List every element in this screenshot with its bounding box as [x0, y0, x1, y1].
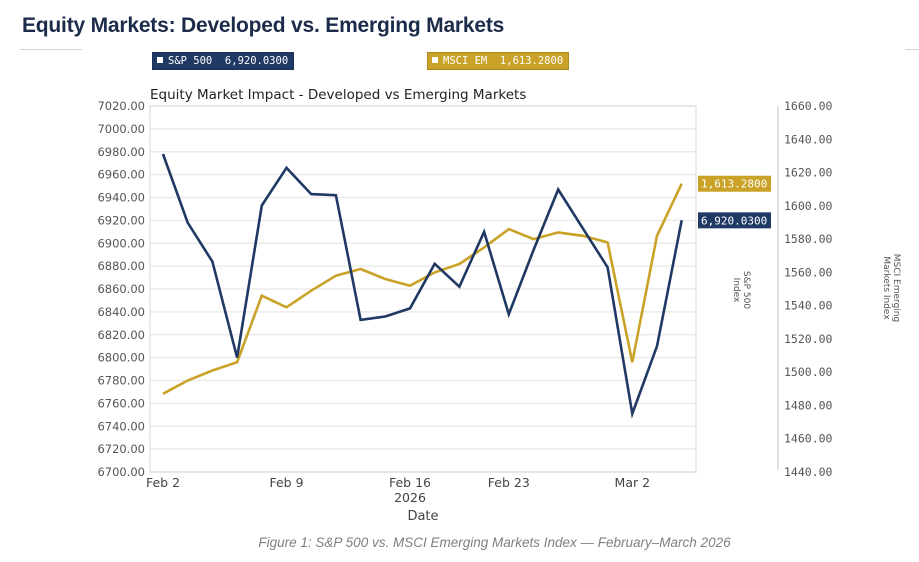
sp500-end-label: 6,920.0300 — [698, 212, 771, 229]
y-left-tick-label: 7020.00 — [97, 99, 145, 113]
x-year-label: 2026 — [394, 490, 426, 505]
y-right-tick-label: 1480.00 — [784, 398, 833, 412]
divider-right — [905, 49, 919, 50]
y-left-tick-label: 7000.00 — [97, 122, 145, 136]
end-labels: 6,920.0300 1,613.2800 — [698, 175, 771, 229]
x-tick-label: Feb 23 — [488, 475, 530, 490]
legend-sp500-value: 6,920.0300 — [224, 55, 289, 67]
x-tick-label: Feb 9 — [269, 475, 303, 490]
legend-msci-em[interactable]: MSCI EM 1,613.2800 — [427, 52, 570, 70]
x-tick-label: Mar 2 — [615, 475, 651, 490]
y-left-label-line: Index — [731, 278, 741, 303]
y-right-tick-label: 1600.00 — [784, 199, 833, 213]
y-right-tick-label: 1520.00 — [784, 332, 833, 346]
y-left-tick-label: 6940.00 — [97, 191, 145, 205]
y-left-tick-label: 6860.00 — [97, 282, 145, 296]
x-tick-label: Feb 16 — [389, 475, 431, 490]
y-right-tick-label: 1540.00 — [784, 299, 833, 313]
y-left-tick-label: 6820.00 — [97, 328, 145, 342]
y-right-tick-label: 1640.00 — [784, 132, 833, 146]
legend-msci-em-name: MSCI EM — [443, 55, 488, 67]
divider-left — [20, 49, 82, 50]
y-right-tick-label: 1660.00 — [784, 99, 833, 113]
series-lines — [161, 153, 683, 419]
y-right-tick-label: 1580.00 — [784, 232, 833, 246]
y-left-label-line: S&P 500 — [741, 271, 751, 309]
y-right-tick-label: 1460.00 — [784, 432, 833, 446]
y-right-label-line: Markets Index — [881, 256, 891, 320]
y-right-tick-label: 1620.00 — [784, 166, 833, 180]
page-title: Equity Markets: Developed vs. Emerging M… — [22, 14, 505, 37]
sp500-line — [161, 153, 683, 419]
sp500-end-label-text: 6,920.0300 — [701, 214, 767, 227]
figure-caption: Figure 1: S&P 500 vs. MSCI Emerging Mark… — [258, 535, 731, 550]
msci-em-line — [162, 183, 683, 395]
y-left-tick-label: 6900.00 — [97, 236, 145, 250]
legend-msci-em-value: 1,613.2800 — [499, 55, 564, 67]
y-left-tick-label: 6700.00 — [97, 465, 145, 479]
plot-area — [149, 105, 697, 473]
y-left-tick-label: 6720.00 — [97, 442, 145, 456]
y-left-tick-label: 6920.00 — [97, 213, 145, 227]
y-right-label-line: MSCI Emerging — [891, 254, 901, 322]
y-axis-right: 1660.00 1640.00 1620.00 1600.00 1580.00 1560.… — [784, 99, 833, 479]
y-right-tick-label: 1440.00 — [784, 465, 833, 479]
sp500-end-label-box — [698, 212, 771, 229]
x-axis-label: Date — [407, 509, 438, 524]
y-axis-left: 7020.00 7000.00 6980.00 6960.00 6940.00 6920.… — [97, 99, 145, 479]
legend-sp500[interactable]: S&P 500 6,920.0300 — [152, 52, 295, 70]
msci-em-end-label-box — [698, 175, 771, 192]
y-left-tick-label: 6760.00 — [97, 396, 145, 410]
y-left-tick-label: 6980.00 — [97, 145, 145, 159]
chart-title: Equity Market Impact - Developed vs Emer… — [150, 87, 526, 103]
legend-msci-em-marker-icon — [432, 57, 438, 63]
legend-sp500-name: S&P 500 — [168, 55, 213, 67]
gridlines — [150, 105, 696, 473]
y-right-tick-label: 1500.00 — [784, 365, 833, 379]
legend-sp500-marker-icon — [157, 57, 163, 63]
y-left-tick-label: 6840.00 — [97, 305, 145, 319]
msci-em-end-label: 1,613.2800 — [698, 175, 771, 192]
y-left-tick-label: 6880.00 — [97, 259, 145, 273]
y-left-tick-label: 6780.00 — [97, 374, 145, 388]
y-left-tick-label: 6960.00 — [97, 168, 145, 182]
y-left-tick-label: 6740.00 — [97, 419, 145, 433]
x-axis: Feb 2 Feb 9 Feb 16 Feb 23 Mar 2 2026 — [146, 475, 650, 505]
y-left-tick-label: 6800.00 — [97, 351, 145, 365]
y-right-tick-label: 1560.00 — [784, 265, 833, 279]
x-tick-label: Feb 2 — [146, 475, 180, 490]
msci-em-end-label-text: 1,613.2800 — [701, 178, 767, 191]
